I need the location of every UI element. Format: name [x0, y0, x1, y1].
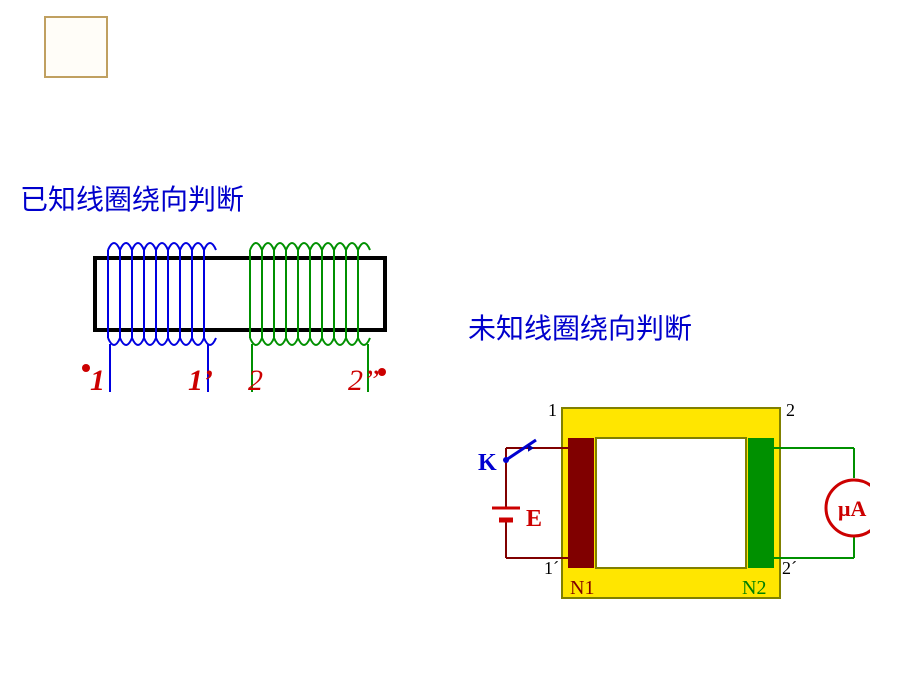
svg-text:1: 1: [90, 364, 105, 397]
coil-diagram: 1 1’ 2 2”: [80, 230, 400, 400]
coil-svg: 1 1’ 2 2”: [80, 230, 400, 400]
svg-text:E: E: [526, 506, 542, 532]
svg-text:1: 1: [548, 400, 557, 420]
svg-text:2: 2: [786, 400, 795, 420]
title-unknown-direction: 未知线圈绕向判断: [468, 307, 692, 347]
svg-text:2”: 2”: [348, 364, 380, 397]
svg-text:2´: 2´: [782, 558, 797, 578]
svg-text:1´: 1´: [544, 558, 559, 578]
title-known-direction: 已知线圈绕向判断: [20, 178, 244, 218]
svg-text:N2: N2: [742, 577, 766, 599]
svg-text:2: 2: [248, 364, 263, 397]
circuit-svg: K EμA N1 N2 1 1´ 2 2´: [440, 390, 870, 620]
circuit-diagram: K EμA N1 N2 1 1´ 2 2´: [440, 390, 870, 620]
svg-text:μA: μA: [838, 496, 866, 521]
svg-text:K: K: [478, 450, 497, 476]
svg-text:1’: 1’: [188, 364, 213, 397]
svg-text:N1: N1: [570, 577, 594, 599]
slide-corner-border: [44, 16, 108, 78]
